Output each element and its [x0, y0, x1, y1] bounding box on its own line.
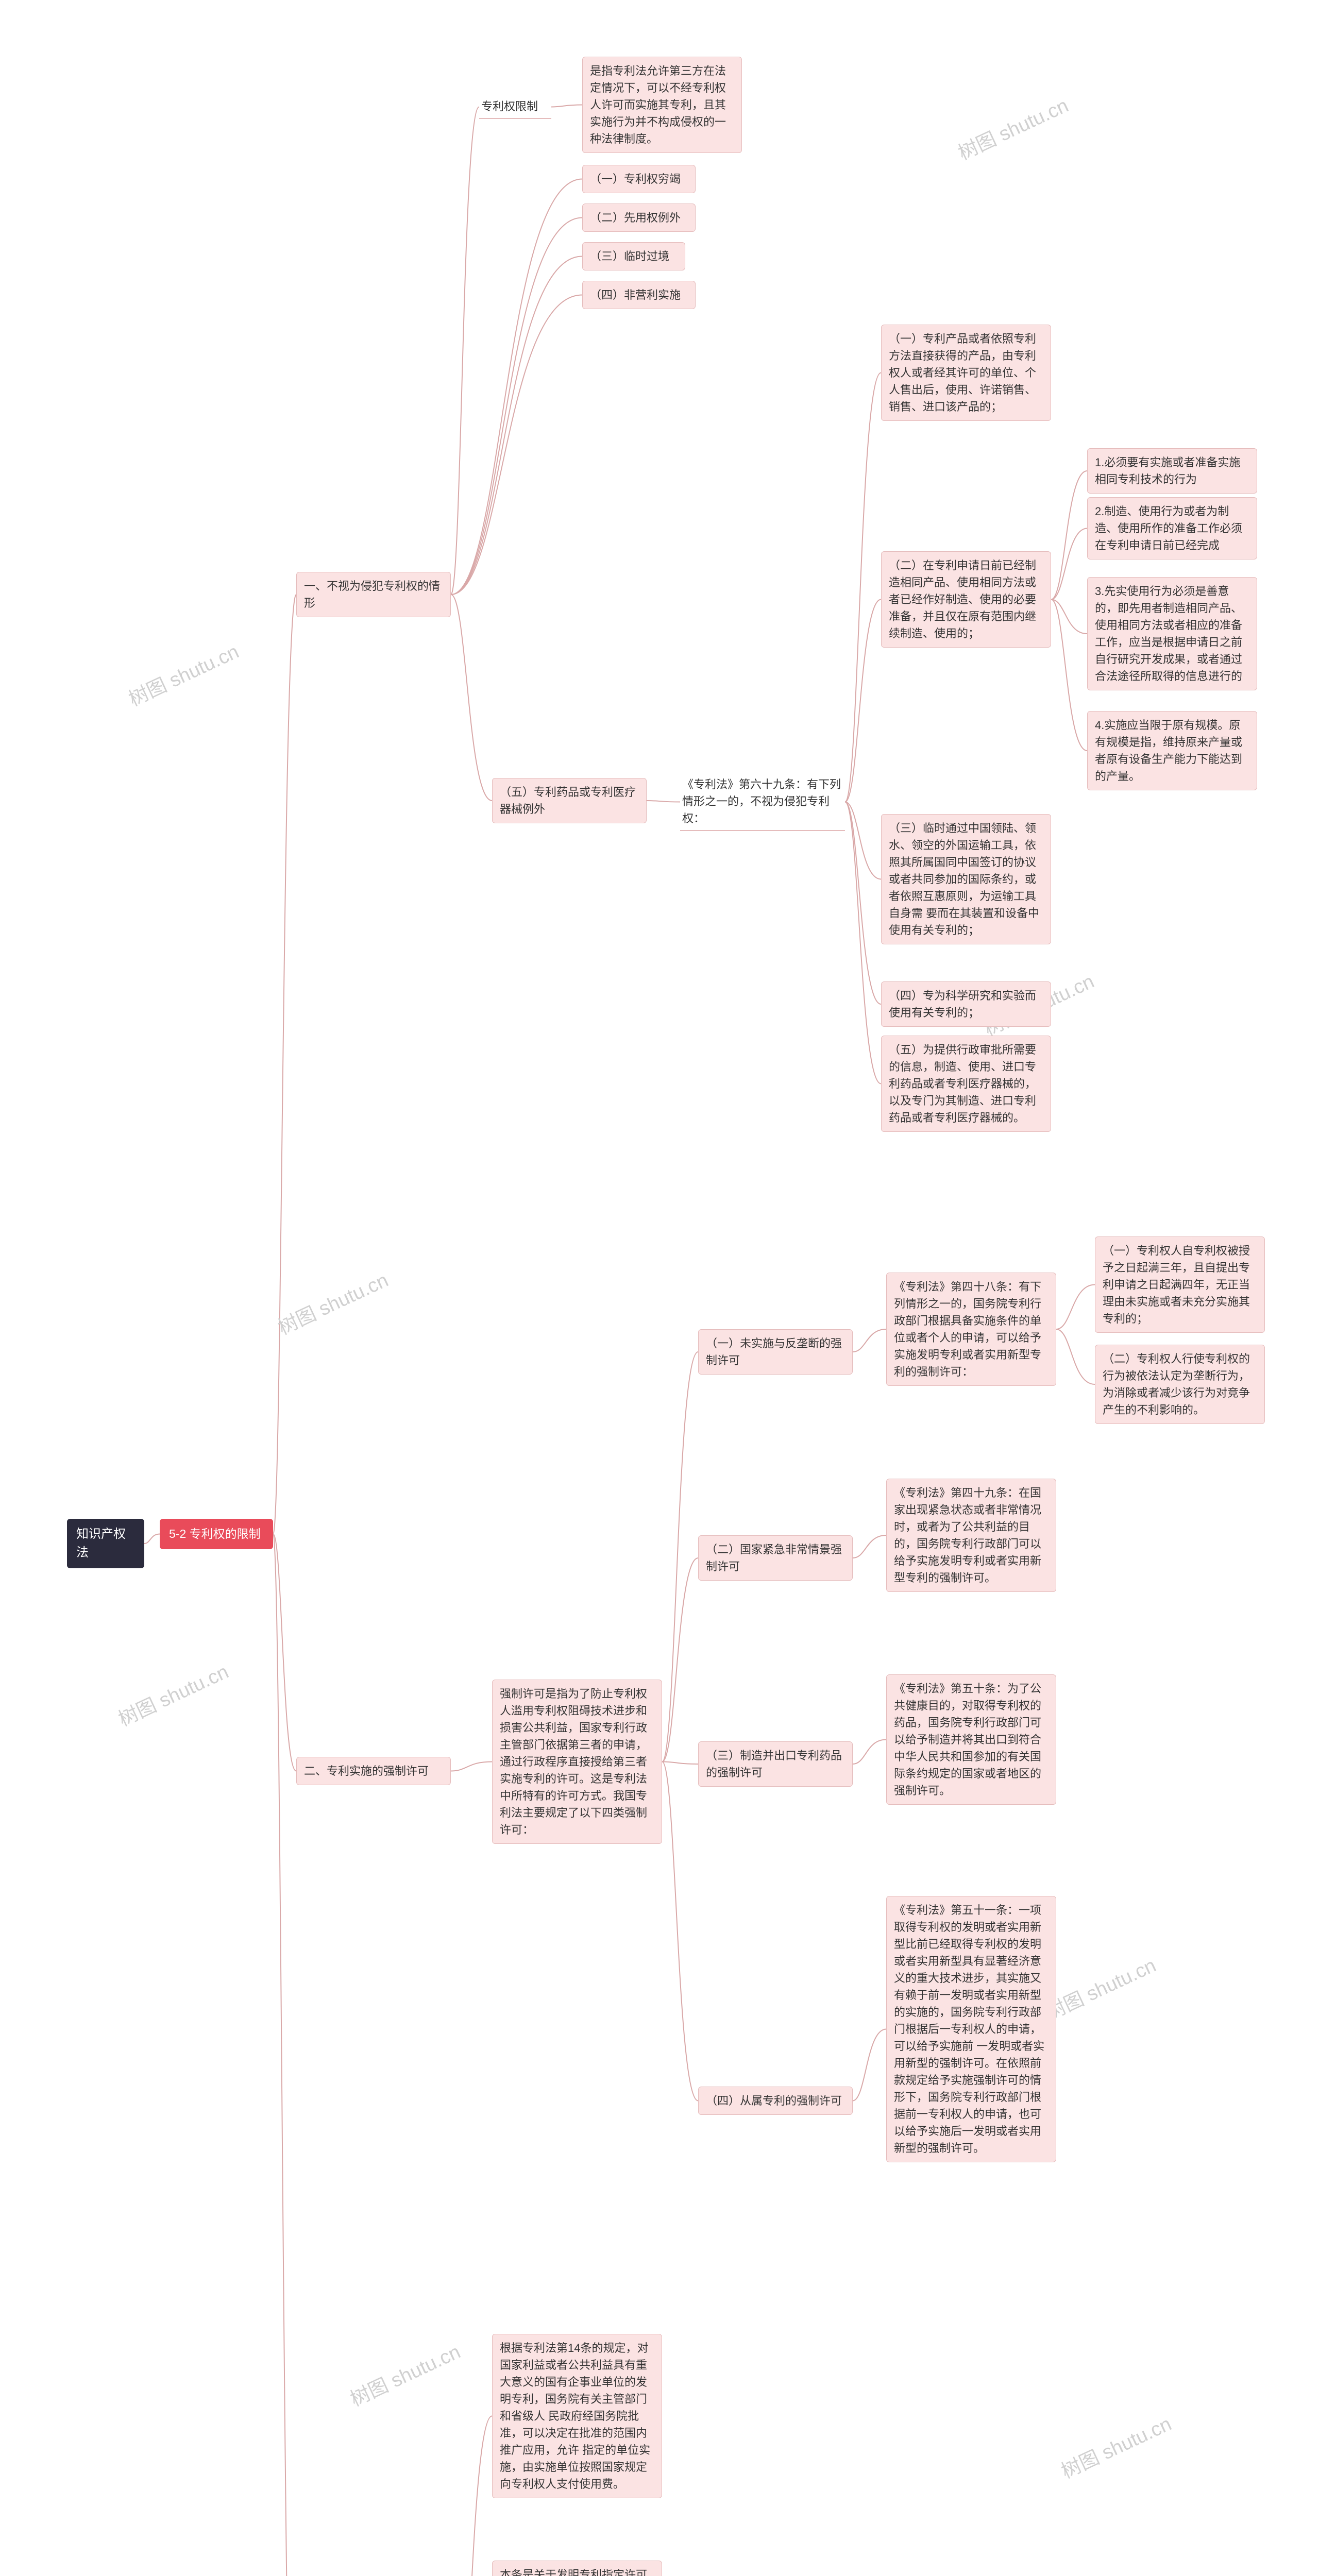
mindmap-node[interactable]: （一）未实施与反垄断的强制许可 [698, 1329, 853, 1375]
mindmap-node[interactable]: 根据专利法第14条的规定，对国家利益或者公共利益具有重大意义的国有企事业单位的发… [492, 2334, 662, 2498]
connector-line [845, 373, 881, 802]
node-label: （四）专为科学研究和实验而使用有关专利的； [889, 989, 1036, 1019]
mindmap-node[interactable]: （四）专为科学研究和实验而使用有关专利的； [881, 981, 1051, 1027]
connector-line [1056, 1285, 1095, 1330]
node-label: （三）临时通过中国领陆、领水、领空的外国运输工具，依照其所属国同中国签订的协议或… [889, 822, 1039, 937]
node-label: （一）未实施与反垄断的强制许可 [706, 1337, 842, 1367]
connector-line [853, 1740, 886, 1765]
node-label: 4.实施应当限于原有规模。原有规模是指，维持原来产量或者原有设备生产能力下能达到… [1095, 719, 1242, 783]
mindmap-node[interactable]: 《专利法》第五十一条：一项取得专利权的发明或者实用新型比前已经取得专利权的发明或… [886, 1896, 1056, 2162]
node-label: 一、不视为侵犯专利权的情形 [304, 580, 440, 609]
mindmap-node[interactable]: 5-2 专利权的限制 [160, 1519, 273, 1549]
connector-line [845, 802, 881, 1005]
connector-line [647, 801, 680, 802]
mindmap-node[interactable]: （二）先用权例外 [582, 204, 696, 232]
connector-line [451, 179, 582, 595]
node-label: 3.先实使用行为必须是善意的，即先用者制造相同产品、使用相同方法或者相应的准备工… [1095, 585, 1242, 683]
mindmap-node[interactable]: （二）专利权人行使专利权的行为被依法认定为垄断行为，为消除或者减少该行为对竞争产… [1095, 1345, 1265, 1424]
node-label: （四）非营利实施 [590, 289, 681, 301]
connector-line [662, 1352, 698, 1762]
mindmap-node[interactable]: （二）国家紧急非常情景强制许可 [698, 1535, 853, 1581]
connector-line [1051, 600, 1087, 634]
connector-line [662, 1558, 698, 1762]
node-label: （三）制造并出口专利药品的强制许可 [706, 1749, 842, 1779]
node-label: 根据专利法第14条的规定，对国家利益或者公共利益具有重大意义的国有企事业单位的发… [500, 2342, 650, 2490]
connector-line [451, 257, 582, 595]
node-label: 2.制造、使用行为或者为制造、使用所作的准备工作必须在专利申请日前已经完成 [1095, 505, 1242, 552]
mindmap-node[interactable]: 一、不视为侵犯专利权的情形 [296, 572, 451, 617]
mindmap-node[interactable]: 强制许可是指为了防止专利权人滥用专利权阻碍技术进步和损害公共利益，国家专利行政主… [492, 1680, 662, 1844]
mindmap-node[interactable]: 本条是关于发明专利指定许可即过去所称的'计划许可'的规定。指定许可是我国专利制度… [492, 2561, 662, 2576]
mindmap-node[interactable]: 是指专利法允许第三方在法定情况下，可以不经专利权人许可而实施其专利，且其实施行为… [582, 57, 742, 153]
mindmap-node[interactable]: 1.必须要有实施或者准备实施相同专利技术的行为 [1087, 448, 1257, 494]
connector-line [1051, 529, 1087, 600]
mindmap-node[interactable]: （五）专利药品或专利医疗器械例外 [492, 778, 647, 823]
node-label: 知识产权法 [76, 1527, 126, 1560]
node-label: （二）先用权例外 [590, 211, 681, 224]
connector-line [144, 1534, 160, 1544]
mindmap-node[interactable]: 4.实施应当限于原有规模。原有规模是指，维持原来产量或者原有设备生产能力下能达到… [1087, 711, 1257, 790]
connector-line [662, 1762, 698, 2101]
connector-line [853, 1329, 886, 1352]
mindmap-node[interactable]: 知识产权法 [67, 1519, 144, 1568]
node-label: 是指专利法允许第三方在法定情况下，可以不经专利权人许可而实施其专利，且其实施行为… [590, 64, 726, 145]
mindmap-node[interactable]: 《专利法》第四十八条：有下列情形之一的，国务院专利行政部门根据具备实施条件的单位… [886, 1273, 1056, 1386]
node-label: （五）专利药品或专利医疗器械例外 [500, 786, 636, 816]
node-label: 1.必须要有实施或者准备实施相同专利技术的行为 [1095, 456, 1240, 486]
connector-line [853, 1535, 886, 1558]
node-label: （五）为提供行政审批所需要的信息，制造、使用、进口专利药品或者专利医疗器械的，以… [889, 1043, 1036, 1124]
mindmap-node[interactable]: （三）临时过境 [582, 242, 685, 270]
connector-line [853, 2029, 886, 2101]
connector-line [273, 1534, 296, 1771]
node-label: 5-2 专利权的限制 [169, 1527, 261, 1540]
node-label: （一）专利权穷竭 [590, 173, 681, 185]
mindmap-node[interactable]: 二、专利实施的强制许可 [296, 1757, 451, 1785]
node-label: （二）国家紧急非常情景强制许可 [706, 1543, 842, 1573]
mindmap-node[interactable]: （五）为提供行政审批所需要的信息，制造、使用、进口专利药品或者专利医疗器械的，以… [881, 1036, 1051, 1132]
connector-line [451, 1762, 492, 1771]
mindmap-node[interactable]: （二）在专利申请日前已经制造相同产品、使用相同方法或者已经作好制造、使用的必要准… [881, 551, 1051, 648]
node-label: 强制许可是指为了防止专利权人滥用专利权阻碍技术进步和损害公共利益，国家专利行政主… [500, 1687, 647, 1836]
node-label: （三）临时过境 [590, 250, 669, 263]
node-label: 《专利法》第四十八条：有下列情形之一的，国务院专利行政部门根据具备实施条件的单位… [894, 1280, 1041, 1378]
connector-line [451, 2416, 492, 2576]
connector-line [1056, 1329, 1095, 1384]
mindmap-node[interactable]: 专利权限制 [479, 95, 551, 119]
connector-line [451, 595, 492, 801]
node-label: （四）从属专利的强制许可 [706, 2094, 842, 2107]
node-label: 《专利法》第六十九条：有下列情形之一的，不视为侵犯专利权： [682, 778, 841, 825]
node-label: 《专利法》第四十九条：在国家出现紧急状态或者非常情况时，或者为了公共利益的目的，… [894, 1486, 1041, 1584]
mindmap-node[interactable]: （一）专利产品或者依照专利方法直接获得的产品，由专利权人或者经其许可的单位、个人… [881, 325, 1051, 421]
connector-line [273, 595, 296, 1534]
mindmap-node[interactable]: （一）专利权穷竭 [582, 165, 696, 193]
node-label: 《专利法》第五十条：为了公共健康目的，对取得专利权的药品，国务院专利行政部门可以… [894, 1682, 1041, 1797]
node-label: （二）在专利申请日前已经制造相同产品、使用相同方法或者已经作好制造、使用的必要准… [889, 559, 1036, 640]
node-label: 《专利法》第五十一条：一项取得专利权的发明或者实用新型比前已经取得专利权的发明或… [894, 1904, 1044, 2155]
mindmap-node[interactable]: 《专利法》第四十九条：在国家出现紧急状态或者非常情况时，或者为了公共利益的目的，… [886, 1479, 1056, 1592]
mindmap-node[interactable]: （四）从属专利的强制许可 [698, 2087, 853, 2115]
mindmap-node[interactable]: 3.先实使用行为必须是善意的，即先用者制造相同产品、使用相同方法或者相应的准备工… [1087, 577, 1257, 690]
connector-line [451, 107, 479, 595]
connector-line [845, 802, 881, 1084]
mindmap-node[interactable]: 《专利法》第五十条：为了公共健康目的，对取得专利权的药品，国务院专利行政部门可以… [886, 1674, 1056, 1805]
mindmap-node[interactable]: 2.制造、使用行为或者为制造、使用所作的准备工作必须在专利申请日前已经完成 [1087, 497, 1257, 560]
connector-line [451, 218, 582, 595]
mindmap-node[interactable]: 《专利法》第六十九条：有下列情形之一的，不视为侵犯专利权： [680, 773, 845, 831]
mindmap-node[interactable]: （三）临时通过中国领陆、领水、领空的外国运输工具，依照其所属国同中国签订的协议或… [881, 814, 1051, 944]
node-label: 本条是关于发明专利指定许可即过去所称的'计划许可'的规定。指定许可是我国专利制度… [500, 2568, 647, 2576]
connector-line [845, 600, 881, 802]
mindmap-node[interactable]: （三）制造并出口专利药品的强制许可 [698, 1741, 853, 1787]
connector-line [662, 1762, 698, 1765]
node-label: （二）专利权人行使专利权的行为被依法认定为垄断行为，为消除或者减少该行为对竞争产… [1103, 1352, 1250, 1416]
mindmap-node[interactable]: （一）专利权人自专利权被授予之日起满三年，且自提出专利申请之日起满四年，无正当理… [1095, 1236, 1265, 1333]
mindmap-node[interactable]: （四）非营利实施 [582, 281, 696, 309]
node-label: 二、专利实施的强制许可 [304, 1765, 429, 1777]
connector-line [551, 105, 582, 107]
connector-line [1051, 471, 1087, 600]
node-label: （一）专利产品或者依照专利方法直接获得的产品，由专利权人或者经其许可的单位、个人… [889, 332, 1036, 413]
connector-line [451, 295, 582, 595]
node-label: （一）专利权人自专利权被授予之日起满三年，且自提出专利申请之日起满四年，无正当理… [1103, 1244, 1250, 1325]
node-label: 专利权限制 [481, 100, 538, 113]
